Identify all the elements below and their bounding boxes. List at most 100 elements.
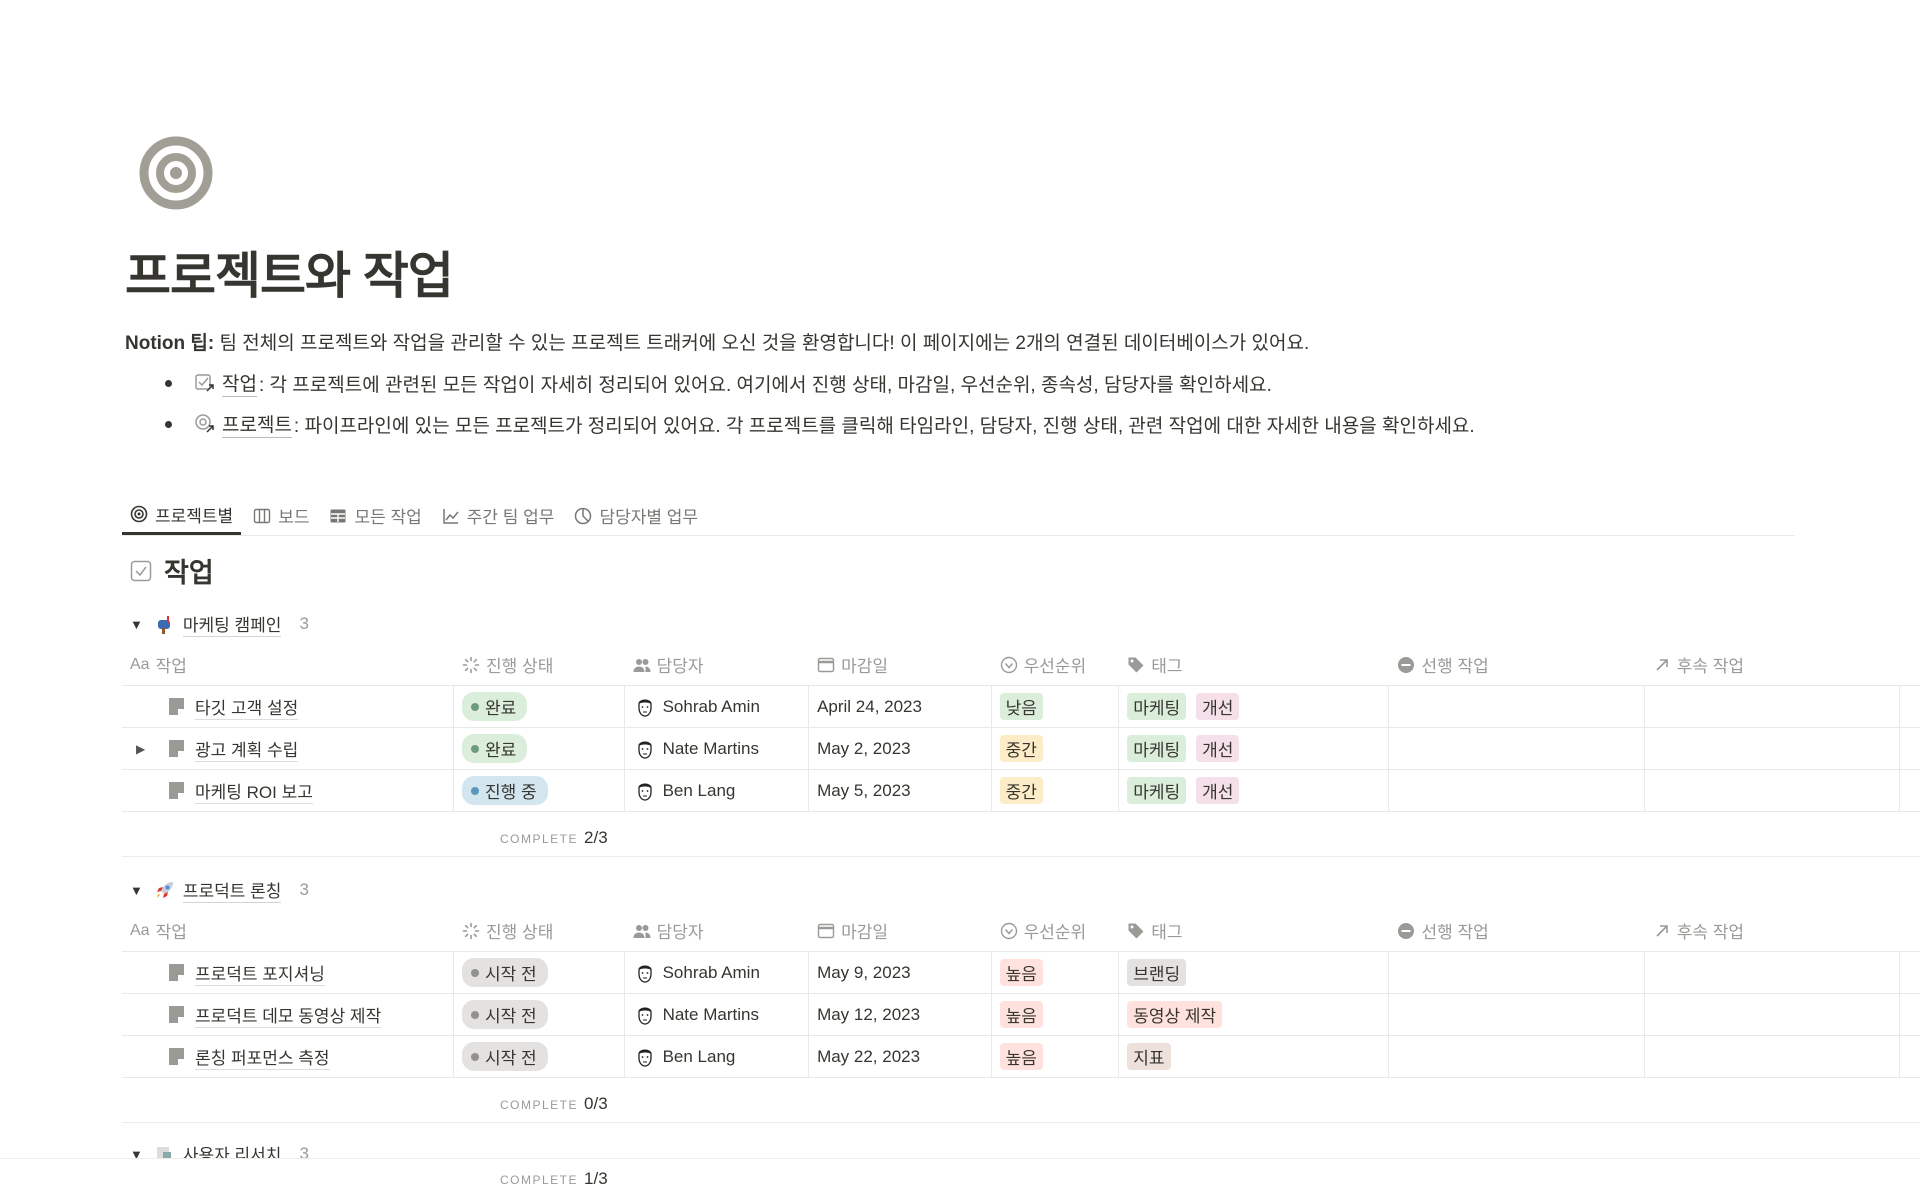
assignee-cell[interactable]: Sohrab Amin (625, 686, 810, 727)
blocking-cell[interactable] (1645, 686, 1901, 727)
task-name[interactable]: 마케팅 ROI 보고 (195, 778, 313, 804)
tasks-link[interactable]: 작업 (222, 369, 257, 397)
blocked-by-cell[interactable] (1389, 770, 1645, 811)
tags-cell[interactable]: 마케팅 개선 (1119, 686, 1390, 727)
assignee-cell[interactable]: Ben Lang (625, 770, 810, 811)
blocking-cell[interactable] (1645, 770, 1901, 811)
tab-label: 담당자별 업무 (599, 508, 699, 527)
toggle-triangle-icon[interactable]: ▼ (130, 882, 143, 898)
priority-cell[interactable]: 중간 (992, 770, 1120, 811)
table-row[interactable]: 마케팅 ROI 보고 진행 중 Ben Lang May 5, 2023 중간 … (122, 770, 1920, 812)
task-name[interactable]: 프로덕트 포지셔닝 (195, 960, 325, 986)
tab-weekly[interactable]: 주간 팀 업무 (434, 496, 563, 535)
task-cell[interactable]: ▶ 광고 계획 수립 (122, 728, 455, 769)
task-name[interactable]: 론칭 퍼포먼스 측정 (195, 1044, 330, 1070)
priority-cell[interactable]: 낮음 (992, 686, 1120, 727)
status-icon (462, 922, 480, 939)
group-header[interactable]: ▼ 프로덕트 론칭 3 (130, 877, 309, 903)
task-cell[interactable]: 프로덕트 데모 동영상 제작 (122, 994, 455, 1035)
table-row[interactable]: 론칭 퍼포먼스 측정 시작 전 Ben Lang May 22, 2023 높음… (122, 1036, 1920, 1078)
page-icon (169, 964, 184, 981)
due-date-cell[interactable]: May 5, 2023 (809, 770, 992, 811)
column-header[interactable]: 우선순위 (992, 910, 1120, 951)
table-row[interactable]: ▶ 광고 계획 수립 완료 Nate Martins May 2, 2023 중간… (122, 728, 1920, 770)
table-row[interactable]: 프로덕트 포지셔닝 시작 전 Sohrab Amin May 9, 2023 높… (122, 952, 1920, 994)
projects-link[interactable]: 프로젝트 (222, 410, 292, 438)
calendar-icon (817, 657, 835, 672)
priority-cell[interactable]: 중간 (992, 728, 1120, 769)
column-header[interactable]: 마감일 (809, 644, 992, 685)
database-title-text[interactable]: 작업 (164, 558, 214, 588)
table-row[interactable]: 프로덕트 데모 동영상 제작 시작 전 Nate Martins May 12,… (122, 994, 1920, 1036)
status-cell[interactable]: 시작 전 (454, 1036, 625, 1077)
assignee-cell[interactable]: Sohrab Amin (625, 952, 810, 993)
tip-paragraph: Notion 팁: 팀 전체의 프로젝트와 작업을 관리할 수 있는 프로젝트 … (125, 328, 1309, 355)
group-name[interactable]: 프로덕트 론칭 (182, 877, 282, 903)
column-header[interactable]: 태그 (1119, 644, 1389, 685)
column-header[interactable]: 우선순위 (992, 644, 1120, 685)
page-icon (169, 1048, 184, 1065)
column-header[interactable]: 선행 작업 (1389, 644, 1644, 685)
status-cell[interactable]: 시작 전 (454, 952, 625, 993)
tags-cell[interactable]: 브랜딩 (1119, 952, 1390, 993)
task-cell[interactable]: 마케팅 ROI 보고 (122, 770, 455, 811)
blocked-by-cell[interactable] (1389, 686, 1645, 727)
tab-by-project[interactable]: 프로젝트별 (122, 496, 242, 535)
tab-board[interactable]: 보드 (245, 496, 317, 535)
toggle-triangle-icon[interactable]: ▼ (130, 1146, 143, 1162)
column-header[interactable]: 후속 작업 (1645, 910, 1900, 951)
column-header[interactable]: 태그 (1119, 910, 1389, 951)
blocking-cell[interactable] (1645, 728, 1901, 769)
blocked-by-cell[interactable] (1389, 1036, 1645, 1077)
calendar-icon (817, 923, 835, 938)
status-cell[interactable]: 완료 (454, 686, 625, 727)
expand-arrow-icon[interactable]: ▶ (136, 741, 146, 756)
complete-summary: COMPLETE 0/3 (500, 1094, 608, 1113)
tab-all-tasks[interactable]: 모든 작업 (321, 496, 429, 535)
group-name[interactable]: 마케팅 캠페인 (182, 611, 282, 637)
status-cell[interactable]: 시작 전 (454, 994, 625, 1035)
task-name[interactable]: 프로덕트 데모 동영상 제작 (195, 1002, 382, 1028)
column-header[interactable]: 담당자 (625, 910, 809, 951)
table-row[interactable]: 타깃 고객 설정 완료 Sohrab Amin April 24, 2023 낮… (122, 686, 1920, 728)
column-header[interactable]: 진행 상태 (454, 910, 625, 951)
column-header[interactable]: Aa 작업 (130, 921, 187, 943)
due-date-cell[interactable]: May 12, 2023 (809, 994, 992, 1035)
priority-cell[interactable]: 높음 (992, 952, 1120, 993)
due-date-cell[interactable]: April 24, 2023 (809, 686, 992, 727)
assignee-cell[interactable]: Nate Martins (625, 728, 810, 769)
assignee-cell[interactable]: Nate Martins (625, 994, 810, 1035)
blocked-by-cell[interactable] (1389, 952, 1645, 993)
task-name[interactable]: 타깃 고객 설정 (195, 694, 299, 720)
status-cell[interactable]: 진행 중 (454, 770, 625, 811)
priority-cell[interactable]: 높음 (992, 994, 1120, 1035)
toggle-triangle-icon[interactable]: ▼ (130, 616, 143, 632)
tags-cell[interactable]: 마케팅 개선 (1119, 728, 1390, 769)
due-date-cell[interactable]: May 9, 2023 (809, 952, 992, 993)
assignee-cell[interactable]: Ben Lang (625, 1036, 810, 1077)
blocked-by-cell[interactable] (1389, 728, 1645, 769)
due-date-cell[interactable]: May 22, 2023 (809, 1036, 992, 1077)
task-cell[interactable]: 론칭 퍼포먼스 측정 (122, 1036, 455, 1077)
column-header[interactable]: 담당자 (625, 644, 809, 685)
task-name[interactable]: 광고 계획 수립 (195, 736, 299, 762)
group-header[interactable]: ▼ 마케팅 캠페인 3 (130, 611, 309, 637)
blocking-cell[interactable] (1645, 952, 1901, 993)
tab-by-assignee[interactable]: 담당자별 업무 (566, 496, 706, 535)
due-date-cell[interactable]: May 2, 2023 (809, 728, 992, 769)
task-cell[interactable]: 프로덕트 포지셔닝 (122, 952, 455, 993)
column-header[interactable]: 진행 상태 (454, 644, 625, 685)
blocking-cell[interactable] (1645, 994, 1901, 1035)
tags-cell[interactable]: 마케팅 개선 (1119, 770, 1390, 811)
task-cell[interactable]: 타깃 고객 설정 (122, 686, 455, 727)
column-header[interactable]: Aa 작업 (130, 655, 187, 677)
column-header[interactable]: 후속 작업 (1645, 644, 1900, 685)
column-header[interactable]: 마감일 (809, 910, 992, 951)
blocked-by-cell[interactable] (1389, 994, 1645, 1035)
tags-cell[interactable]: 동영상 제작 (1119, 994, 1390, 1035)
status-cell[interactable]: 완료 (454, 728, 625, 769)
blocking-cell[interactable] (1645, 1036, 1901, 1077)
tags-cell[interactable]: 지표 (1119, 1036, 1390, 1077)
priority-cell[interactable]: 높음 (992, 1036, 1120, 1077)
column-header[interactable]: 선행 작업 (1389, 910, 1644, 951)
